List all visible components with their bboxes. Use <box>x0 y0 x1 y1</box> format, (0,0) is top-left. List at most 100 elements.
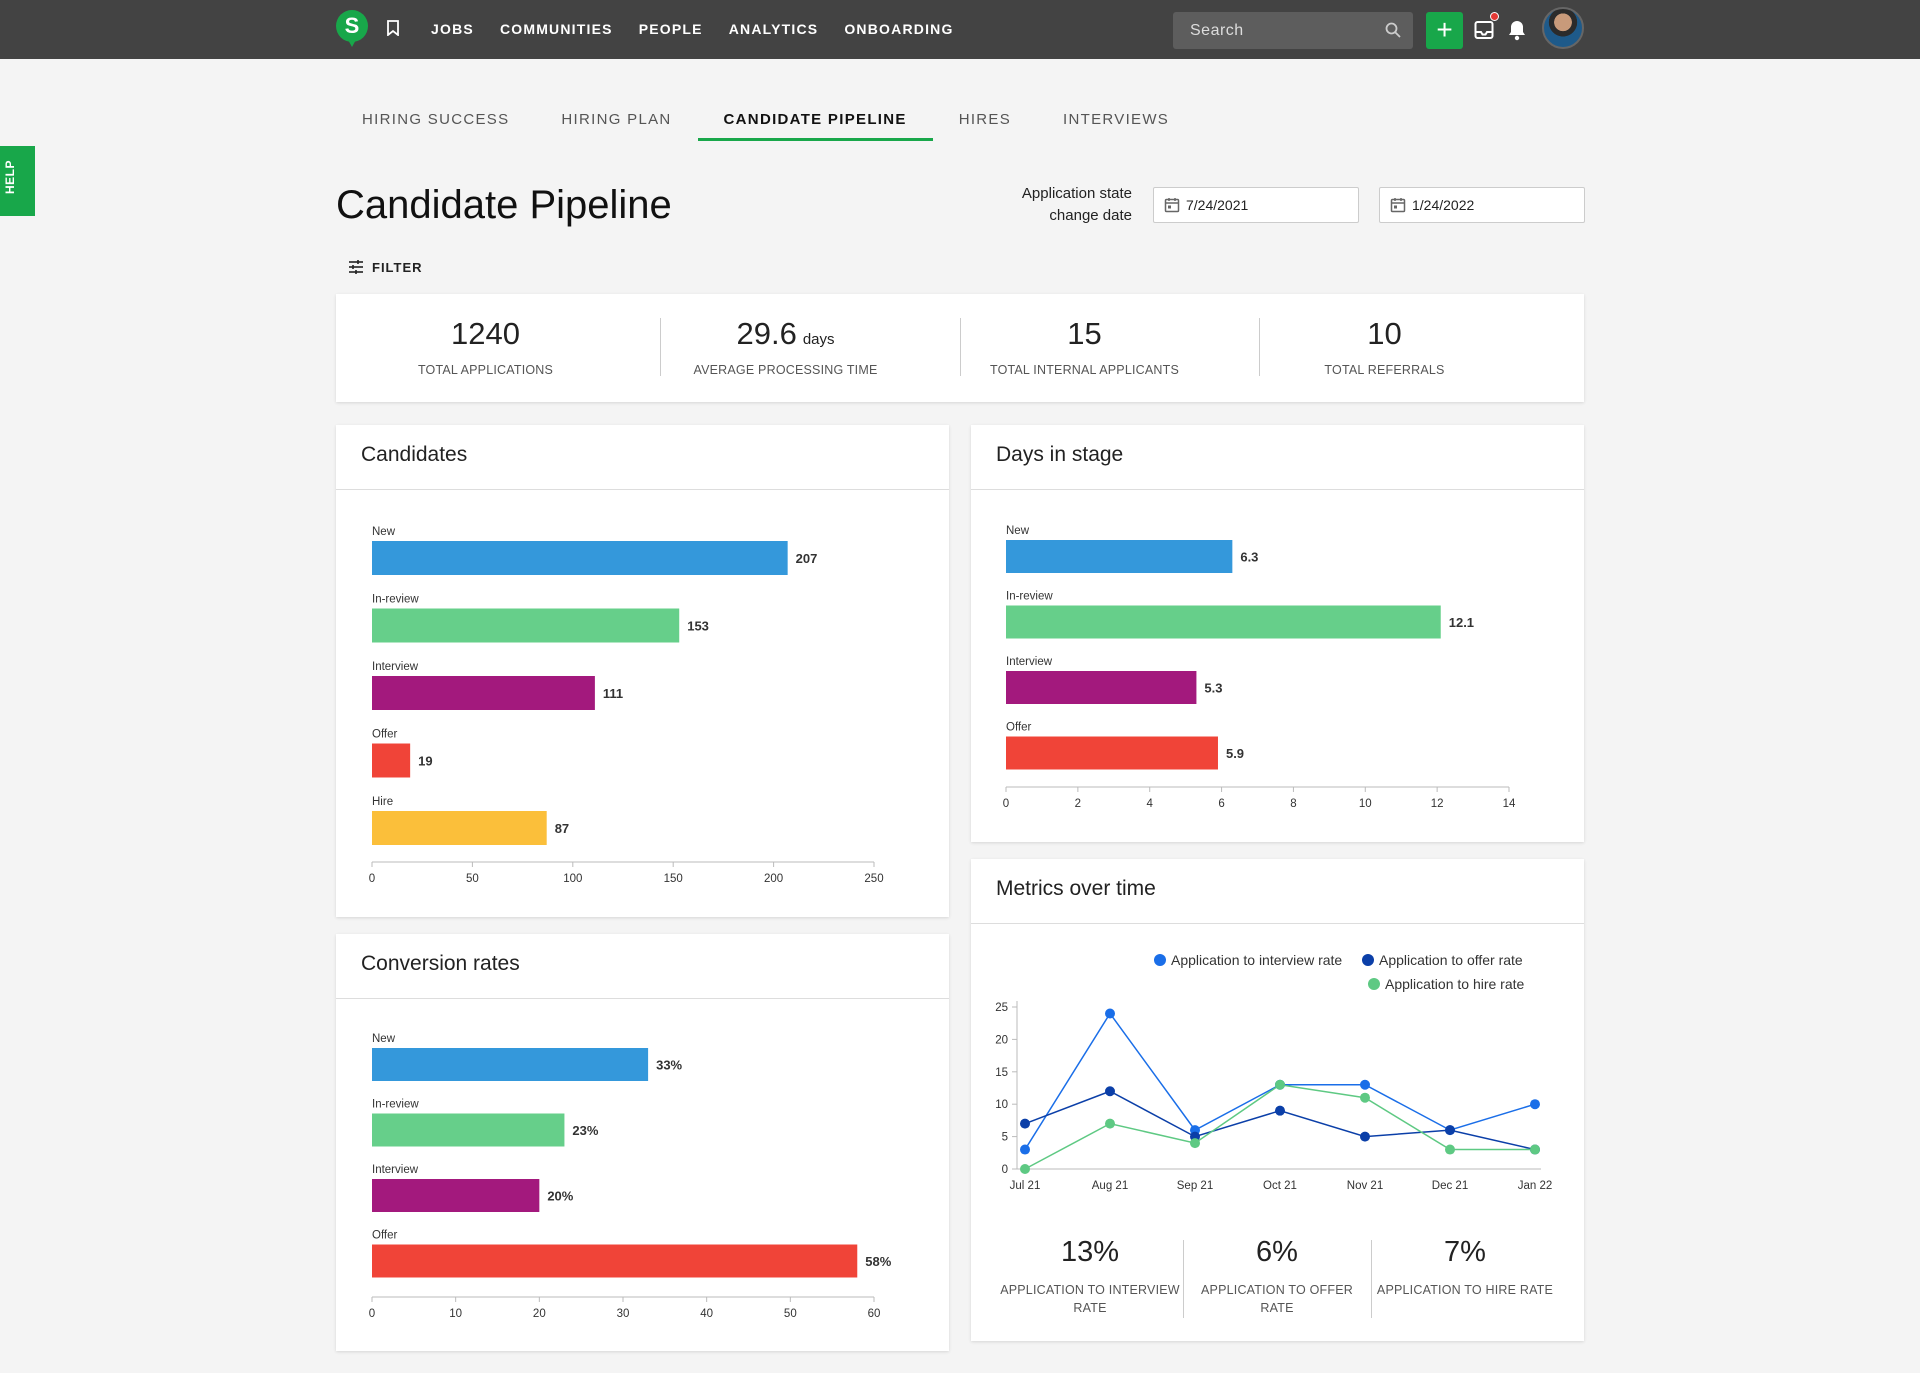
x-tick-label: 200 <box>764 873 783 885</box>
search-box <box>1173 12 1413 49</box>
notification-dot <box>1490 12 1499 21</box>
data-point <box>1530 1144 1540 1155</box>
conversion-rates-panel: Conversion rates New 33% In-review 23% Inter… <box>336 934 949 1351</box>
bar <box>372 1113 565 1147</box>
x-tick-label: Sep 21 <box>1177 1180 1213 1192</box>
app-logo[interactable]: S <box>336 10 368 47</box>
bar <box>1006 671 1197 704</box>
data-point <box>1360 1092 1370 1103</box>
add-button[interactable]: + <box>1426 12 1463 49</box>
category-label: Interview <box>372 1164 419 1176</box>
tab-hiring-plan[interactable]: HIRING PLAN <box>561 111 672 128</box>
tab-hiring-success[interactable]: HIRING SUCCESS <box>362 111 510 128</box>
panel-title: Candidates <box>361 443 468 466</box>
data-label: 87 <box>555 821 569 836</box>
nav-analytics[interactable]: ANALYTICS <box>728 21 819 37</box>
x-tick-label: 0 <box>369 1308 375 1320</box>
x-tick-label: Dec 21 <box>1432 1180 1468 1192</box>
data-label: 5.9 <box>1226 746 1244 761</box>
summary-stats-card: 1240 TOTAL APPLICATIONS 29.6 days AVERAGE… <box>336 294 1584 402</box>
search-icon[interactable] <box>1385 22 1401 38</box>
divider <box>971 489 1584 490</box>
divider <box>971 923 1584 924</box>
category-label: Hire <box>372 796 393 808</box>
data-point <box>1105 1008 1115 1019</box>
y-tick-label: 25 <box>995 1002 1008 1014</box>
data-point <box>1105 1086 1115 1097</box>
x-tick-label: 50 <box>784 1308 797 1320</box>
stat-value: 1240 <box>451 316 520 351</box>
user-avatar[interactable] <box>1542 7 1584 49</box>
legend-marker <box>1362 954 1374 966</box>
bar <box>372 811 547 845</box>
date-to-field <box>1379 187 1585 223</box>
category-label: In-review <box>1006 591 1053 603</box>
days-in-stage-bar-chart: New 6.3 In-review 12.1 Interview 5.3 Offer 5.9 0… <box>1003 525 1516 810</box>
category-label: Offer <box>1006 722 1032 734</box>
stat-value: 10 <box>1367 316 1402 351</box>
divider <box>1183 1240 1184 1318</box>
category-label: In-review <box>372 594 419 606</box>
x-tick-label: 8 <box>1290 798 1296 810</box>
metrics-line-chart: Application to interview rate Application… <box>995 952 1552 1192</box>
bell-icon[interactable] <box>1507 19 1527 41</box>
x-tick-label: 0 <box>1003 798 1009 810</box>
x-tick-label: 30 <box>617 1308 630 1320</box>
date-to-input[interactable] <box>1412 188 1577 222</box>
category-label: In-review <box>372 1099 419 1111</box>
calendar-icon[interactable] <box>1164 197 1180 213</box>
nav-jobs[interactable]: JOBS <box>431 21 474 37</box>
legend-label: Application to interview rate <box>1171 952 1342 968</box>
metric-label: APPLICATION TO OFFER RATE <box>1201 1283 1353 1315</box>
x-tick-label: 10 <box>449 1308 462 1320</box>
search-input[interactable] <box>1173 12 1373 49</box>
days-in-stage-panel: Days in stage New 6.3 In-review 12.1 Intervi… <box>971 425 1584 842</box>
metric-value: 13% <box>1060 1236 1120 1268</box>
series-line <box>1024 1090 1536 1151</box>
data-point <box>1360 1131 1370 1142</box>
metric-interview-rate: 13% APPLICATION TO INTERVIEW RATE <box>997 1236 1183 1317</box>
data-label: 58% <box>865 1254 891 1269</box>
category-label: Offer <box>372 729 398 741</box>
data-point <box>1190 1138 1200 1149</box>
help-label: HELP <box>3 159 17 194</box>
x-tick-label: Nov 21 <box>1347 1180 1383 1192</box>
tab-hires[interactable]: HIRES <box>958 111 1012 128</box>
x-tick-label: 6 <box>1218 798 1224 810</box>
bar <box>372 676 595 710</box>
top-nav-bar: S JOBS COMMUNITIES PEOPLE ANALYTICS ONBO… <box>0 0 1920 59</box>
tab-interviews[interactable]: INTERVIEWS <box>1063 111 1170 128</box>
bar <box>372 1048 649 1081</box>
panel-title: Conversion rates <box>361 952 520 975</box>
nav-people[interactable]: PEOPLE <box>638 21 703 37</box>
metric-value: 7% <box>1444 1236 1486 1268</box>
category-label: New <box>372 526 396 538</box>
panel-title: Days in stage <box>996 443 1124 466</box>
category-label: Interview <box>372 661 419 673</box>
nav-communities[interactable]: COMMUNITIES <box>499 21 613 37</box>
metric-label: APPLICATION TO HIRE RATE <box>1376 1283 1554 1297</box>
metrics-over-time-panel: Metrics over time Application to intervi… <box>971 859 1584 1341</box>
help-tab[interactable]: HELP <box>0 146 35 216</box>
x-tick-label: 100 <box>563 873 582 885</box>
divider <box>336 489 949 490</box>
metric-hire-rate: 7% APPLICATION TO HIRE RATE <box>1372 1236 1558 1299</box>
data-label: 23% <box>572 1123 598 1138</box>
divider <box>960 318 961 376</box>
x-tick-label: 50 <box>466 873 479 885</box>
data-point <box>1020 1118 1030 1129</box>
nav-onboarding[interactable]: ONBOARDING <box>844 21 954 37</box>
tab-candidate-pipeline[interactable]: CANDIDATE PIPELINE <box>697 105 933 141</box>
bookmark-icon[interactable] <box>387 20 399 36</box>
category-label: Offer <box>372 1230 398 1242</box>
x-tick-label: 60 <box>868 1308 881 1320</box>
date-from-input[interactable] <box>1186 188 1351 222</box>
filter-button[interactable]: FILTER <box>348 256 423 278</box>
calendar-icon[interactable] <box>1390 197 1406 213</box>
inbox-icon[interactable] <box>1474 20 1494 40</box>
bar <box>372 1179 540 1212</box>
data-label: 153 <box>687 619 709 634</box>
legend-label: Application to hire rate <box>1385 976 1525 992</box>
y-tick-label: 20 <box>995 1034 1008 1046</box>
stat-unit: days <box>802 331 835 348</box>
